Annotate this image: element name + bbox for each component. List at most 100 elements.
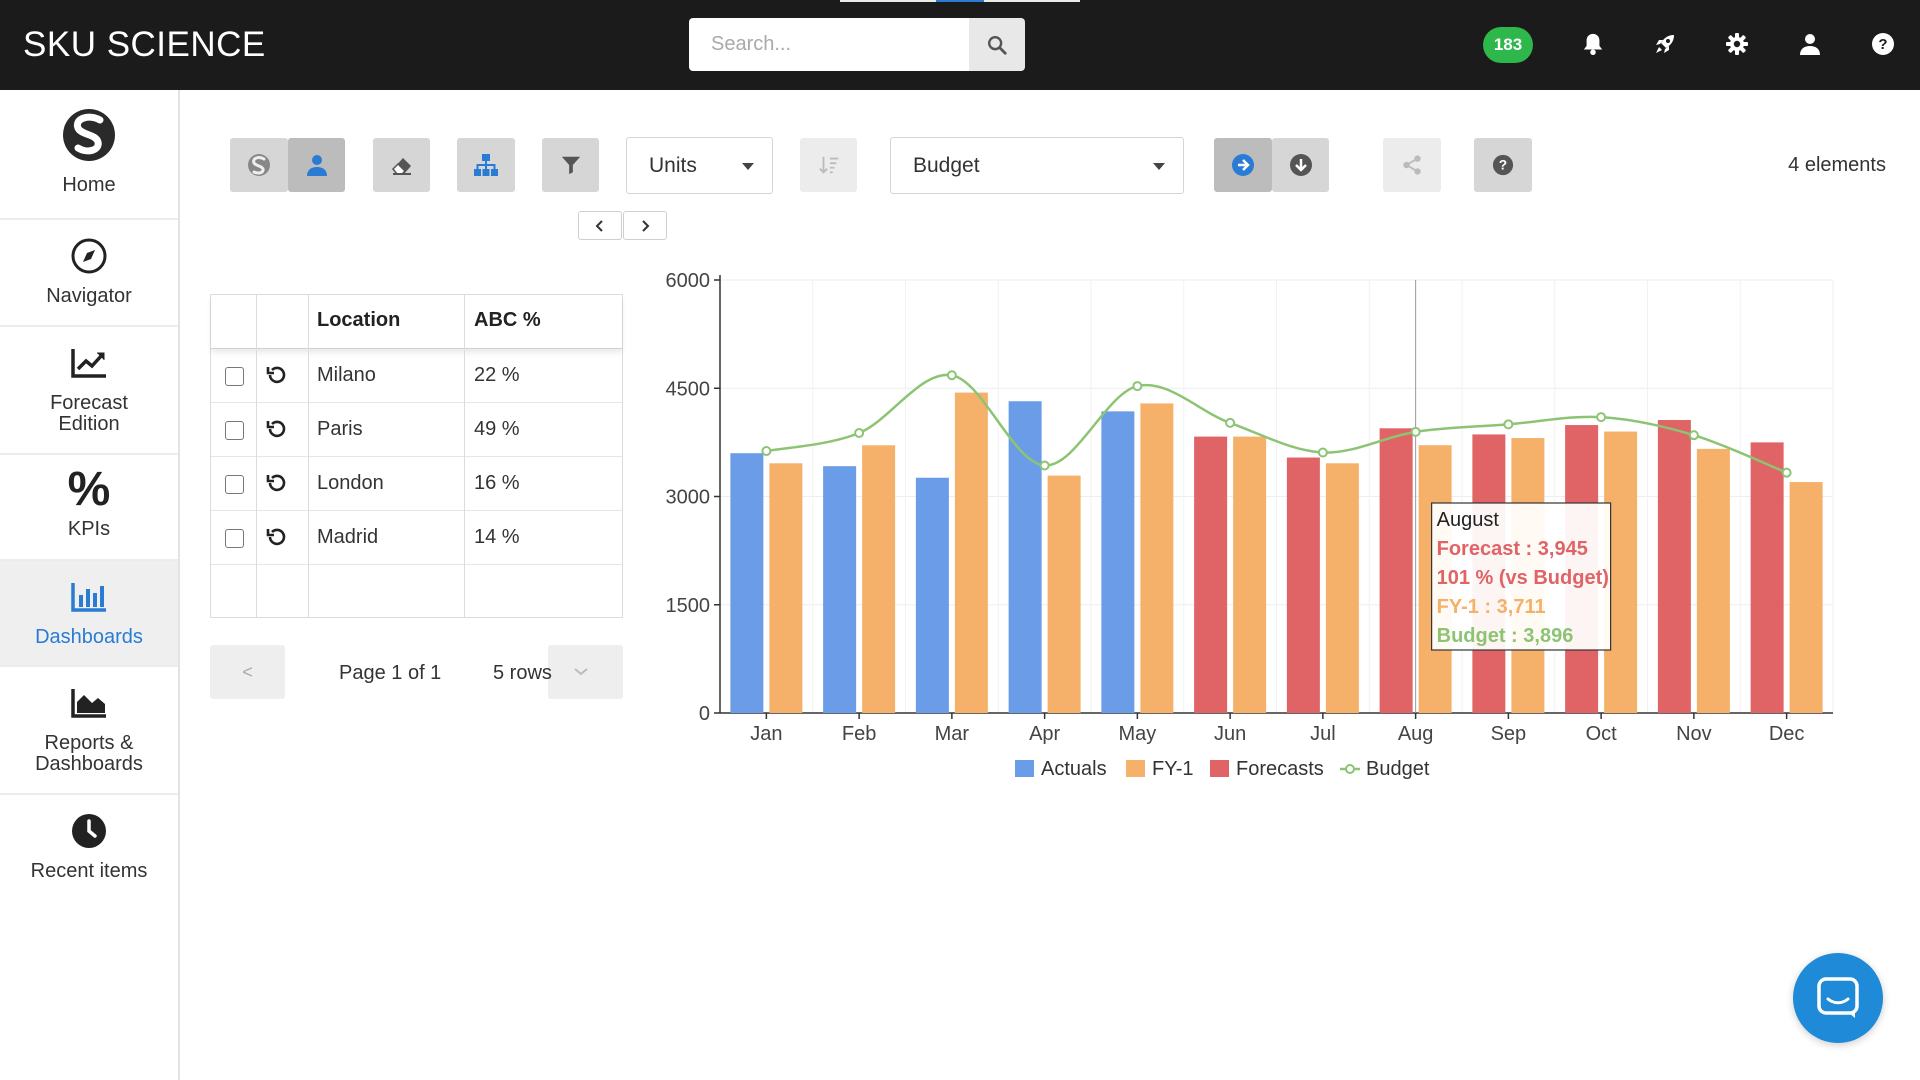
table-row[interactable]: Paris 49 % (211, 403, 622, 457)
actuals-bar (1008, 401, 1042, 713)
x-tick-label: Mar (935, 723, 970, 745)
expand-right-button[interactable] (623, 211, 667, 240)
column-divider (308, 295, 309, 617)
x-tick-label: Oct (1586, 723, 1618, 745)
next-page-button[interactable] (548, 645, 623, 699)
chat-support-button[interactable] (1793, 953, 1883, 1043)
legend-label: FY-1 (1152, 758, 1194, 780)
line-chart-icon (71, 349, 106, 378)
sidebar-item-recent[interactable]: Recent items (0, 795, 178, 901)
bell-icon[interactable] (1580, 31, 1606, 57)
sku-logo-icon (248, 154, 270, 176)
abc-cell: 49 % (474, 418, 520, 440)
row-checkbox[interactable] (225, 475, 244, 494)
chevron-down-icon (1153, 163, 1165, 170)
svg-text:?: ? (1499, 158, 1507, 173)
sku-science-logo-icon (63, 109, 115, 161)
collapse-left-button[interactable] (578, 211, 622, 240)
chevron-down-icon (574, 668, 588, 676)
sidebar-item-label: Recent items (30, 860, 148, 882)
gear-icon[interactable] (1724, 31, 1750, 57)
budget-point (1688, 430, 1699, 441)
chevron-down-icon (742, 163, 754, 170)
sidebar-item-dashboards[interactable]: Dashboards (0, 561, 178, 667)
row-checkbox[interactable] (225, 421, 244, 440)
actuals-bar (1101, 411, 1135, 713)
fy1-bar (1789, 482, 1823, 713)
budget-point (1132, 381, 1143, 392)
hierarchy-button[interactable] (457, 138, 515, 192)
undo-icon[interactable] (265, 525, 289, 549)
help-button[interactable]: ? (1474, 138, 1532, 192)
search-icon (988, 35, 1007, 55)
monthly-units-chart: 6000 4500 3000 1500 0 Jan Feb Mar Apr May Jun Jul Au… (666, 270, 1834, 780)
table-row[interactable]: London 16 % (211, 457, 622, 511)
previous-page-button[interactable]: < (210, 645, 285, 699)
x-tick-label: Jun (1214, 723, 1246, 745)
x-tick-label: Aug (1398, 723, 1434, 745)
sku-view-button[interactable] (230, 138, 288, 192)
table-row[interactable]: Milano 22 % (211, 349, 622, 403)
search-button[interactable] (969, 18, 1025, 71)
row-checkbox[interactable] (225, 529, 244, 548)
y-tick-label: 1500 (666, 595, 711, 617)
measure-select[interactable]: Units (626, 137, 773, 194)
budget-point (1317, 447, 1328, 458)
column-header-abc[interactable]: ABC % (474, 309, 541, 331)
sidebar-item-reports-dashboards[interactable]: Reports & Dashboards (0, 667, 178, 795)
fy1-bar (1696, 448, 1730, 713)
undo-icon[interactable] (265, 417, 289, 441)
undo-icon[interactable] (265, 471, 289, 495)
table-row[interactable]: Madrid 14 % (211, 511, 622, 565)
navigate-right-button[interactable] (1214, 138, 1272, 192)
sitemap-icon (474, 154, 498, 176)
compare-select-value: Budget (913, 153, 980, 177)
user-icon[interactable] (1797, 31, 1823, 57)
legend-swatch-point (1345, 764, 1355, 774)
share-button[interactable] (1383, 138, 1441, 192)
location-cell: Milano (317, 364, 376, 386)
svg-text:?: ? (1878, 36, 1887, 53)
budget-point (946, 370, 957, 381)
x-tick-label: Nov (1676, 723, 1712, 745)
sidebar-item-navigator[interactable]: Navigator (0, 220, 178, 327)
customer-view-button[interactable] (288, 138, 345, 192)
sidebar: Home Navigator Forecast Edition % KPIs D… (0, 90, 180, 1080)
search-field[interactable] (689, 18, 969, 71)
legend-label: Forecasts (1236, 758, 1324, 780)
location-cell: Madrid (317, 526, 379, 548)
sidebar-item-forecast-edition[interactable]: Forecast Edition (0, 327, 178, 455)
x-tick-label: Apr (1029, 723, 1060, 745)
area-chart-icon (71, 689, 106, 718)
elements-count: 4 elements (1788, 154, 1886, 176)
clear-button[interactable] (373, 138, 430, 192)
notification-count-badge[interactable]: 183 (1483, 27, 1533, 63)
row-checkbox[interactable] (225, 367, 244, 386)
search-input[interactable] (689, 18, 969, 71)
column-header-location[interactable]: Location (317, 309, 401, 331)
sidebar-item-home[interactable]: Home (0, 90, 178, 220)
page-indicator: Page 1 of 1 (339, 662, 442, 684)
app-logo[interactable]: SKU SCIENCE (23, 25, 266, 64)
fy1-bar (1325, 463, 1359, 713)
abc-cell: 16 % (474, 472, 520, 494)
top-strip-accent (936, 0, 984, 2)
top-strip-left (840, 0, 936, 2)
rows-per-page-select[interactable]: 5 rows (493, 662, 552, 684)
help-icon[interactable]: ? (1870, 31, 1896, 57)
undo-icon[interactable] (265, 363, 289, 387)
download-button[interactable] (1272, 138, 1329, 192)
sort-button[interactable] (800, 138, 857, 192)
eraser-icon (391, 158, 411, 175)
rocket-icon[interactable] (1652, 31, 1678, 57)
chevron-left-icon (595, 219, 603, 232)
location-cell: London (317, 472, 384, 494)
sidebar-item-kpis[interactable]: % KPIs (0, 455, 178, 561)
fy1-bar (1140, 403, 1174, 713)
budget-point (761, 446, 772, 457)
y-tick-label: 4500 (666, 378, 711, 400)
compare-select[interactable]: Budget (890, 137, 1184, 194)
filter-button[interactable] (542, 138, 599, 192)
fy1-bar (954, 392, 988, 713)
legend-label: Budget (1366, 758, 1430, 780)
